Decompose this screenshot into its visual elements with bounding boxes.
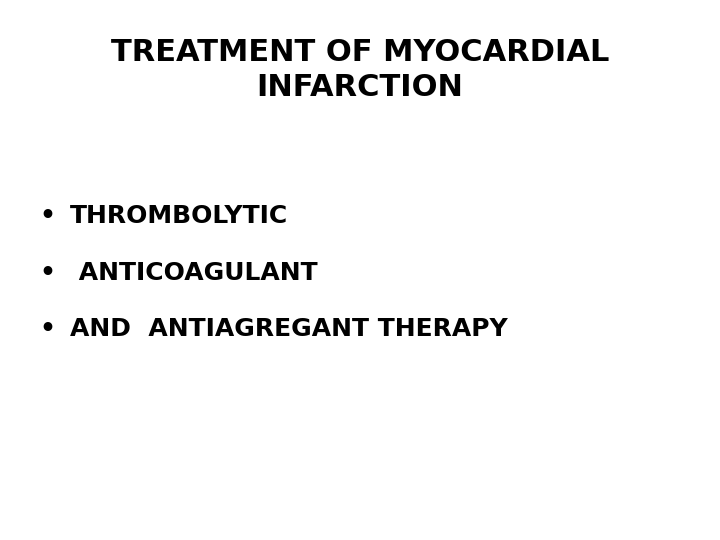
Text: •: • (40, 204, 55, 228)
Text: THROMBOLYTIC: THROMBOLYTIC (70, 204, 288, 228)
Text: ANTICOAGULANT: ANTICOAGULANT (70, 261, 318, 285)
Text: •: • (40, 261, 55, 285)
Text: TREATMENT OF MYOCARDIAL
INFARCTION: TREATMENT OF MYOCARDIAL INFARCTION (111, 38, 609, 102)
Text: •: • (40, 318, 55, 341)
Text: AND  ANTIAGREGANT THERAPY: AND ANTIAGREGANT THERAPY (70, 318, 508, 341)
